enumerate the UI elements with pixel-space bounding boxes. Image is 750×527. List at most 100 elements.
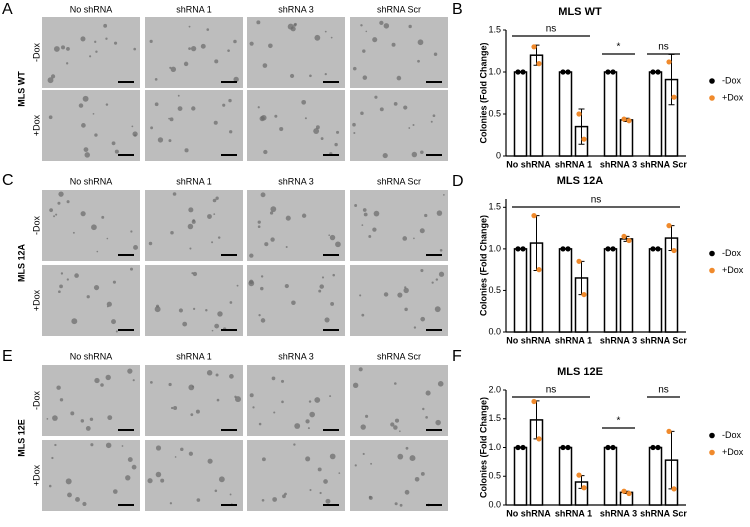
colony <box>170 231 174 235</box>
colony <box>222 103 226 107</box>
colony <box>81 123 86 128</box>
bar <box>603 71 618 157</box>
column-label: shRNA Scr <box>377 176 421 186</box>
x-tick-label: shRNA 3 <box>600 508 637 518</box>
colony <box>405 446 409 450</box>
colony <box>189 247 192 250</box>
colony <box>412 123 415 126</box>
colony <box>262 63 268 68</box>
y-tick-label: 0 <box>496 150 501 160</box>
data-point <box>650 444 656 451</box>
colony <box>89 55 92 58</box>
colony <box>173 406 178 411</box>
data-point <box>671 247 677 254</box>
legend-label: -Dox <box>722 75 742 85</box>
micrograph <box>42 90 140 161</box>
colony <box>192 271 198 277</box>
colony <box>190 46 197 52</box>
colony <box>353 132 356 135</box>
data-point <box>655 246 661 252</box>
colony <box>270 237 275 242</box>
colony <box>103 23 108 28</box>
colony <box>258 422 262 426</box>
data-point <box>610 246 616 252</box>
data-point <box>581 136 587 142</box>
colony <box>65 478 72 485</box>
colony <box>352 122 356 127</box>
colony <box>130 267 133 271</box>
colony <box>290 26 296 32</box>
y-tick-label: 1.5 <box>488 24 501 34</box>
colony <box>396 75 402 81</box>
colony <box>315 125 320 130</box>
colony <box>354 464 357 467</box>
colony <box>328 234 331 237</box>
colony <box>368 495 373 500</box>
bar <box>603 446 618 506</box>
row-label: -Dox <box>31 391 41 411</box>
colony <box>100 383 104 387</box>
colony <box>105 442 112 449</box>
colony <box>195 409 200 414</box>
cell-line-label: MLS 12A <box>16 243 26 282</box>
micrograph <box>247 190 345 261</box>
colony <box>94 40 97 43</box>
colony <box>313 128 320 134</box>
colony <box>72 231 75 234</box>
data-point <box>536 61 542 67</box>
colony <box>399 430 401 433</box>
colony <box>408 127 411 129</box>
chart-title: MLS 12A <box>557 175 604 187</box>
colony <box>361 313 365 317</box>
colony <box>58 191 64 197</box>
colony <box>168 117 170 120</box>
micrograph <box>145 365 243 436</box>
colony <box>60 272 64 275</box>
colony <box>174 456 177 458</box>
colony <box>249 253 254 258</box>
data-point <box>531 44 537 50</box>
colony <box>260 286 264 291</box>
data-point <box>531 213 537 219</box>
data-point <box>560 69 566 75</box>
column-label: shRNA 1 <box>176 351 212 361</box>
colony <box>93 285 100 291</box>
colony <box>96 250 99 253</box>
colony <box>190 413 194 417</box>
colony <box>61 45 66 50</box>
data-point <box>536 267 542 273</box>
colony <box>49 208 54 213</box>
colony <box>443 194 445 196</box>
data-point <box>560 444 566 451</box>
colony <box>374 95 378 99</box>
legend-marker <box>709 449 715 456</box>
colony <box>229 130 233 134</box>
micrograph <box>42 365 140 436</box>
colony <box>261 457 266 462</box>
data-point <box>626 237 632 244</box>
colony <box>317 467 322 472</box>
colony <box>358 367 363 372</box>
colony <box>249 393 254 398</box>
colony <box>160 478 165 483</box>
colony <box>260 192 266 198</box>
colony <box>379 20 384 25</box>
column-label: shRNA Scr <box>377 351 421 361</box>
colony <box>155 471 162 478</box>
legend-marker <box>709 267 715 274</box>
colony <box>360 24 363 27</box>
colony <box>308 400 312 403</box>
colony <box>430 120 433 123</box>
colony <box>192 307 196 310</box>
data-point <box>626 118 632 124</box>
colony <box>207 214 212 219</box>
x-tick-label: shRNA Scr <box>640 159 687 169</box>
colony <box>91 224 97 231</box>
colony <box>85 425 91 431</box>
colony <box>133 244 138 250</box>
data-point <box>520 246 526 252</box>
colony <box>71 318 78 325</box>
panel-label: C <box>2 172 14 189</box>
data-point <box>650 69 656 75</box>
